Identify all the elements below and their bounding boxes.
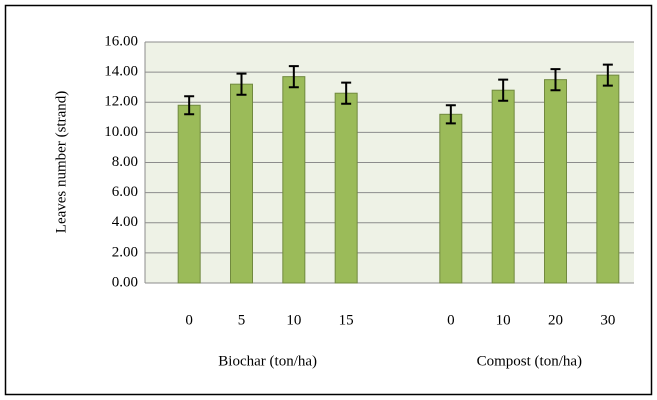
y-tick-label: 6.00 <box>112 184 138 200</box>
bar <box>544 79 567 284</box>
y-tick-label: 0.00 <box>112 274 138 290</box>
y-tick-label: 8.00 <box>112 154 138 170</box>
bar <box>596 74 620 284</box>
error-bar <box>341 81 352 105</box>
bar <box>491 89 515 284</box>
bar <box>177 104 201 284</box>
y-tick-label: 12.00 <box>104 94 138 110</box>
x-tick-label: 15 <box>339 312 354 328</box>
x-tick-label: 0 <box>447 312 455 328</box>
y-tick-label: 4.00 <box>112 214 138 230</box>
bar <box>334 92 358 284</box>
error-bar <box>288 65 299 89</box>
error-bar <box>236 72 247 96</box>
x-tick-label: 20 <box>548 312 563 328</box>
y-tick-label: 16.00 <box>104 33 138 49</box>
error-bar <box>550 68 561 92</box>
x-tick-label: 0 <box>185 312 193 328</box>
error-bar <box>602 63 613 87</box>
bar <box>282 76 306 284</box>
bar <box>230 83 253 284</box>
y-axis-label: Leaves number (strand) <box>53 91 69 233</box>
group-label: Biochar (ton/ha) <box>218 353 317 369</box>
bar <box>439 113 463 284</box>
error-bar <box>498 78 509 102</box>
y-tick-label: 14.00 <box>104 64 138 80</box>
x-tick-label: 5 <box>238 312 246 328</box>
x-tick-label: 10 <box>286 312 301 328</box>
error-bar <box>184 95 195 116</box>
group-label: Compost (ton/ha) <box>477 353 582 369</box>
y-tick-label: 2.00 <box>112 244 138 260</box>
y-tick-label: 10.00 <box>104 124 138 140</box>
x-tick-label: 30 <box>600 312 615 328</box>
error-bar <box>445 104 456 125</box>
x-tick-label: 10 <box>496 312 511 328</box>
